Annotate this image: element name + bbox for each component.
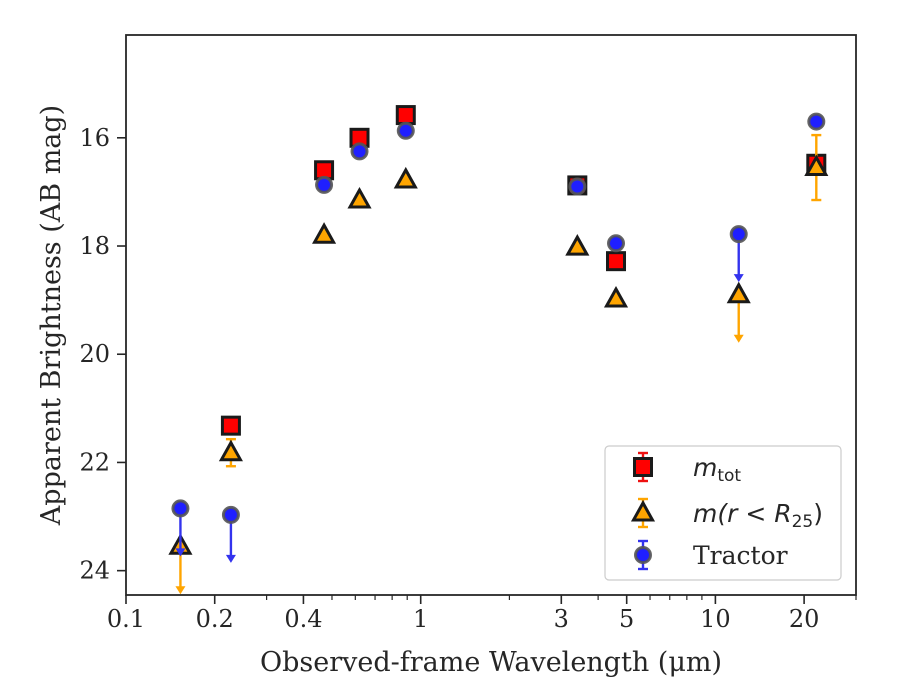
y-tick-label: 22	[79, 448, 110, 476]
circle-point	[396, 121, 415, 140]
triangle-point	[603, 285, 629, 308]
x-tick-label: 0.1	[107, 605, 145, 633]
square-point	[395, 105, 416, 126]
x-tick-label: 5	[619, 605, 634, 633]
circle-point	[315, 175, 334, 194]
y-tick-label: 20	[79, 340, 110, 368]
upper-limit-arrow	[175, 548, 186, 557]
x-tick-label: 1	[413, 605, 428, 633]
upper-limit-arrow	[733, 334, 744, 343]
square-point	[606, 251, 627, 272]
plot-frame	[125, 34, 857, 596]
legend-label: Tractor	[693, 541, 788, 570]
upper-limit-arrow	[175, 586, 186, 595]
x-axis-label: Observed-frame Wavelength (μm)	[260, 647, 722, 678]
circle-point	[568, 177, 587, 196]
square-point	[220, 415, 241, 436]
triangle-point	[726, 281, 751, 304]
upper-limit-arrow	[225, 554, 236, 563]
circle-point	[171, 499, 190, 518]
legend-circle-marker	[634, 546, 652, 564]
triangle-point	[393, 166, 418, 189]
y-tick-label: 18	[79, 232, 110, 260]
axis-ticks: 0.1 0.2 0.4 1 3 5 10 20 16 18 20 22 24	[79, 124, 857, 633]
circle-point	[221, 505, 240, 524]
legend-box	[604, 445, 842, 581]
circle-point	[807, 112, 826, 131]
x-tick-label: 3	[554, 605, 569, 633]
y-tick-label: 24	[79, 557, 110, 585]
legend-label: mtot	[693, 453, 741, 486]
triangle-point	[347, 186, 372, 209]
legend-triangle-marker	[630, 499, 656, 522]
triangle-point	[804, 154, 829, 177]
y-axis-label: Apparent Brightness (AB mag)	[36, 105, 67, 526]
x-tick-label: 0.4	[284, 605, 322, 633]
legend-label: m(r < R25)	[693, 499, 823, 532]
legend-square-marker	[633, 457, 653, 477]
x-tick-label: 10	[700, 605, 731, 633]
data-marks	[168, 105, 829, 595]
circle-point	[729, 225, 748, 244]
circle-point	[350, 142, 369, 161]
x-tick-label: 20	[789, 605, 820, 633]
circle-point	[607, 234, 626, 253]
x-tick-label: 0.2	[196, 605, 234, 633]
triangle-point	[312, 222, 337, 244]
legend: mtot m(r < R25) Tractor	[604, 445, 842, 581]
triangle-point	[218, 439, 243, 462]
triangle-point	[565, 234, 590, 256]
y-tick-label: 16	[79, 124, 110, 152]
upper-limit-arrow	[733, 274, 744, 283]
